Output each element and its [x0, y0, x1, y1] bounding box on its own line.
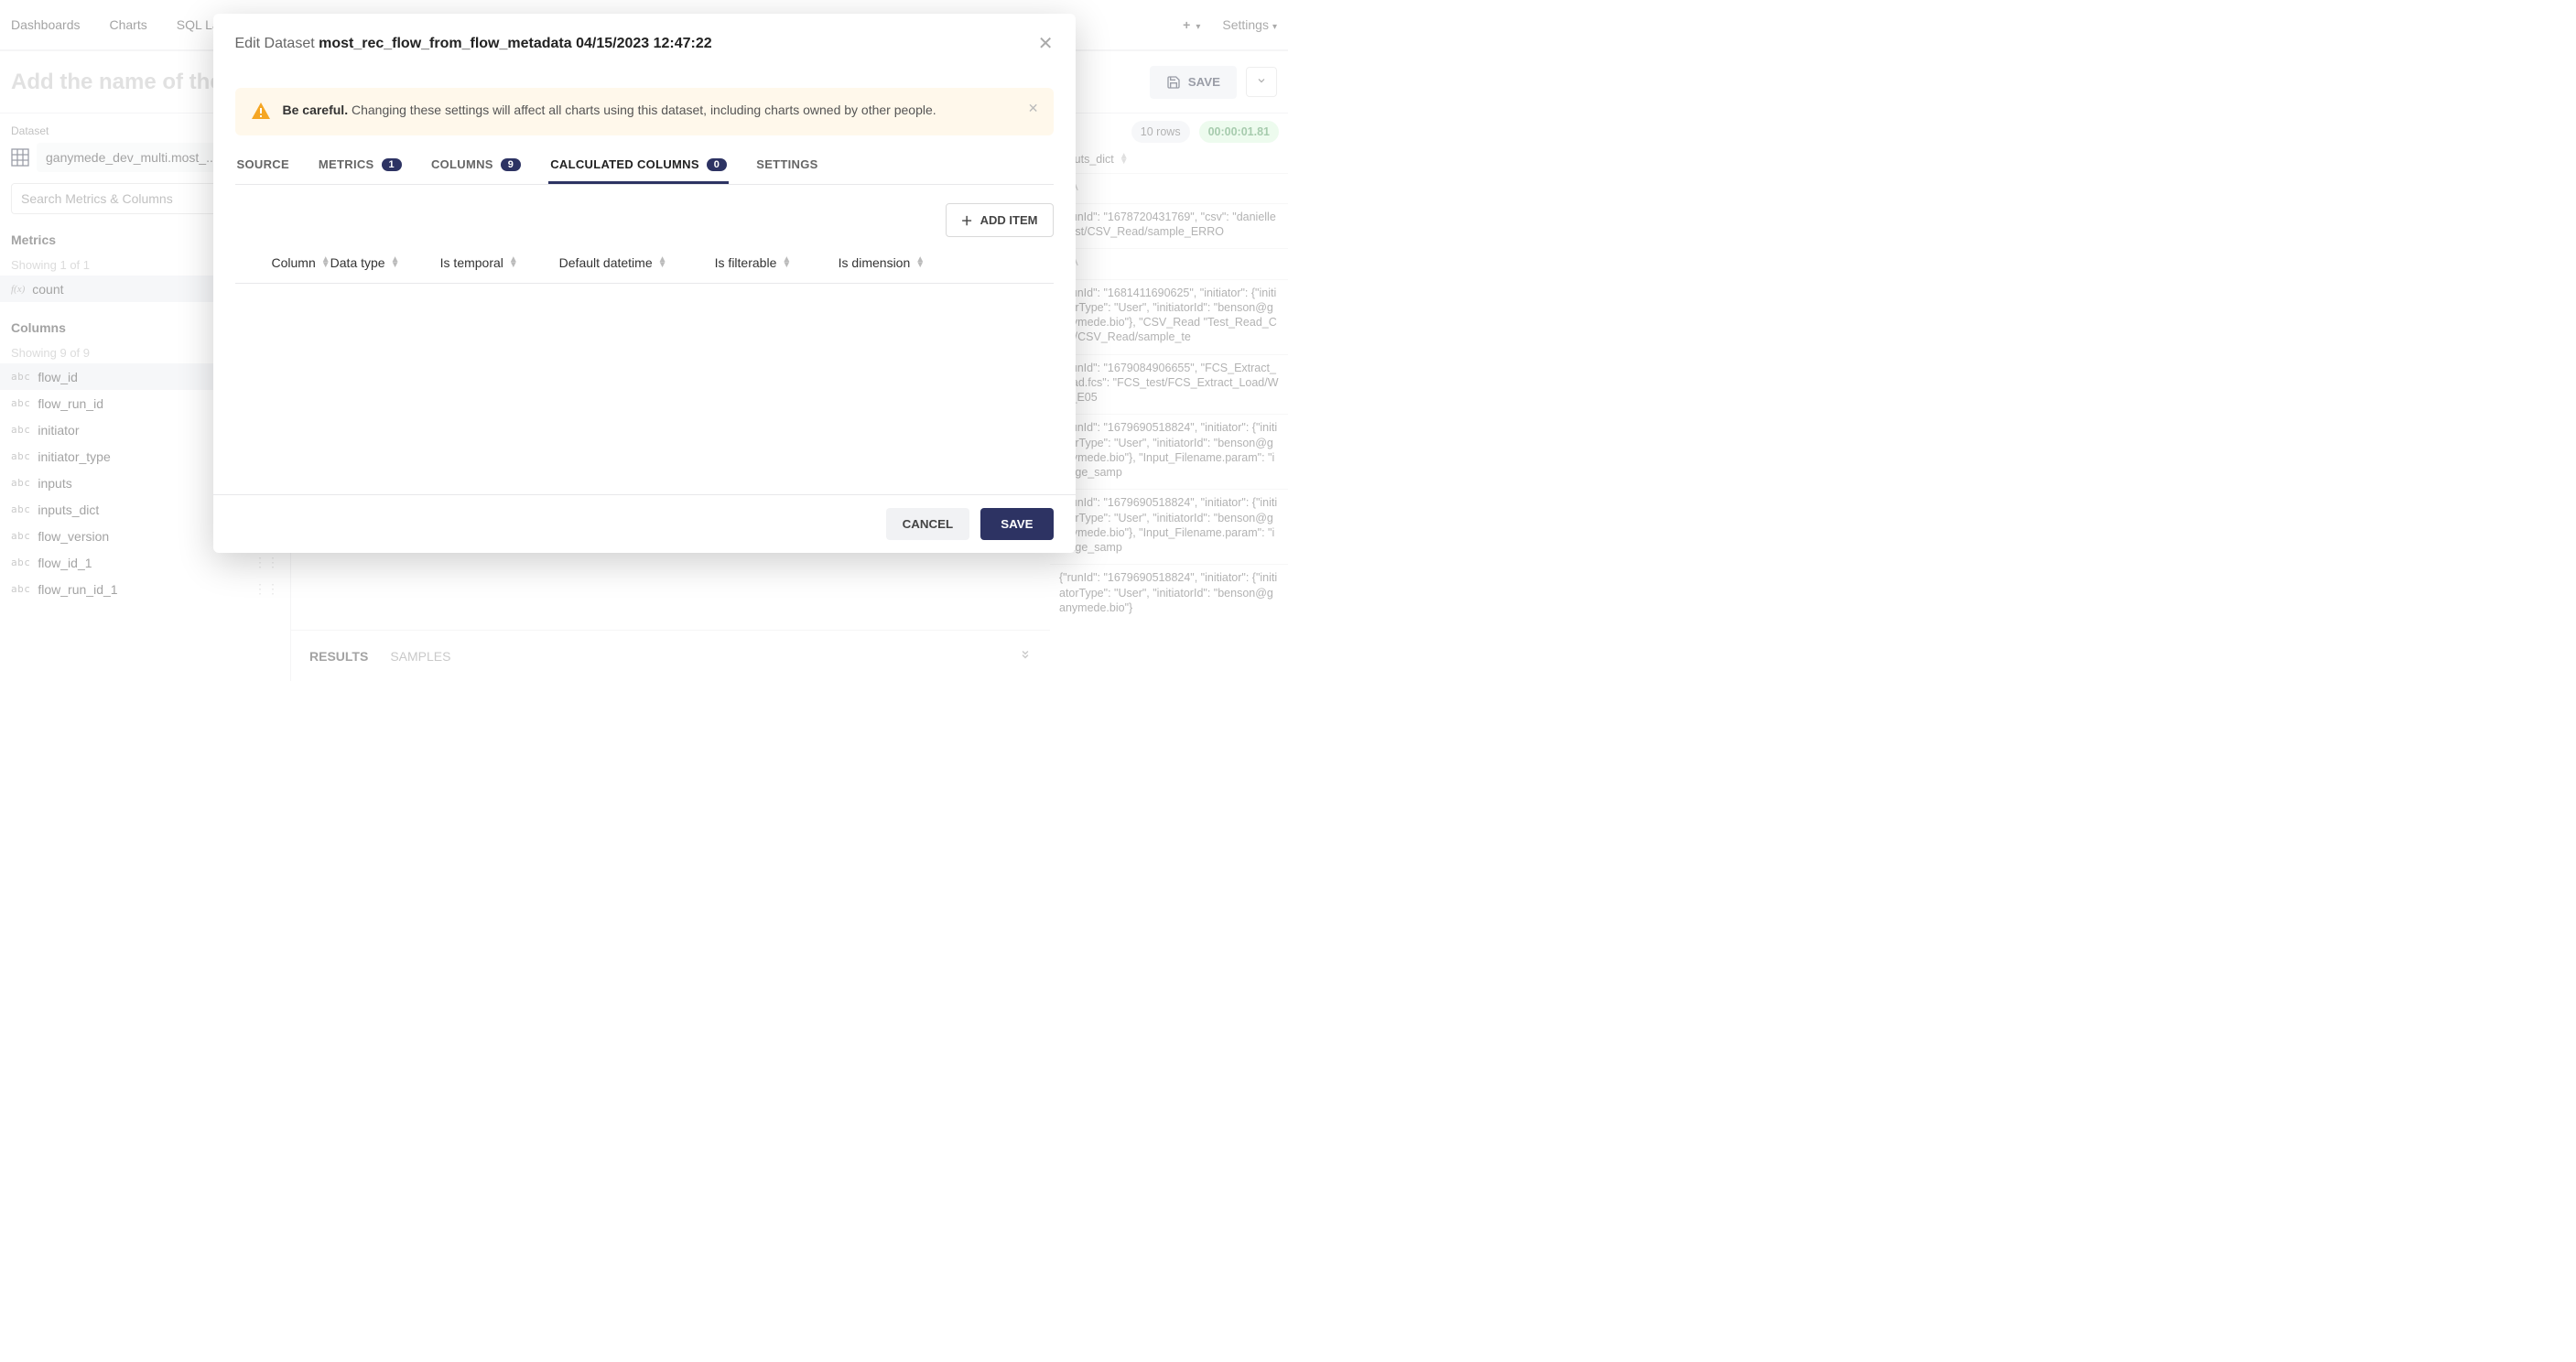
close-icon[interactable]: ✕ — [1038, 32, 1054, 55]
th-default-datetime[interactable]: Default datetime — [559, 255, 653, 270]
sort-icon[interactable]: ▲▼ — [782, 257, 791, 268]
tab-metrics[interactable]: METRICS 1 — [317, 148, 404, 184]
add-item-label: ADD ITEM — [980, 213, 1038, 227]
columns-count-badge: 9 — [501, 158, 521, 171]
edit-dataset-modal: Edit Dataset most_rec_flow_from_flow_met… — [213, 14, 1076, 553]
tab-columns[interactable]: COLUMNS 9 — [429, 148, 523, 184]
sort-icon[interactable]: ▲▼ — [391, 257, 400, 268]
metrics-count-badge: 1 — [382, 158, 402, 171]
plus-icon: ＋ — [961, 211, 973, 229]
modal-tabs: SOURCE METRICS 1 COLUMNS 9 CALCULATED COLU… — [235, 148, 1054, 185]
modal-title: most_rec_flow_from_flow_metadata 04/15/2… — [319, 36, 712, 51]
warning-icon — [250, 101, 272, 123]
sort-icon[interactable]: ▲▼ — [509, 257, 518, 268]
warning-text: Changing these settings will affect all … — [348, 103, 936, 117]
th-is-filterable[interactable]: Is filterable — [715, 255, 777, 270]
tab-source[interactable]: SOURCE — [235, 148, 291, 184]
warning-banner: Be careful. Changing these settings will… — [235, 88, 1054, 135]
modal-title-prefix: Edit Dataset — [235, 36, 319, 51]
th-is-dimension[interactable]: Is dimension — [839, 255, 911, 270]
sort-icon[interactable]: ▲▼ — [915, 257, 925, 268]
th-data-type[interactable]: Data type — [330, 255, 385, 270]
th-is-temporal[interactable]: Is temporal — [440, 255, 503, 270]
add-item-button[interactable]: ＋ ADD ITEM — [946, 203, 1054, 237]
save-button[interactable]: SAVE — [980, 508, 1053, 540]
calc-columns-table-header: Column▲▼ Data type▲▼ Is temporal▲▼ Defau… — [235, 255, 1054, 284]
tab-calculated-columns[interactable]: CALCULATED COLUMNS 0 — [548, 148, 729, 184]
tab-metrics-label: METRICS — [319, 157, 374, 171]
tab-columns-label: COLUMNS — [431, 157, 493, 171]
calc-count-badge: 0 — [707, 158, 727, 171]
tab-calc-label: CALCULATED COLUMNS — [550, 157, 699, 171]
sort-icon[interactable]: ▲▼ — [321, 257, 330, 268]
warning-dismiss-icon[interactable]: ✕ — [1028, 101, 1039, 116]
sort-icon[interactable]: ▲▼ — [658, 257, 667, 268]
tab-settings[interactable]: SETTINGS — [754, 148, 819, 184]
warning-strong: Be careful. — [283, 103, 349, 117]
th-column[interactable]: Column — [272, 255, 316, 270]
cancel-button[interactable]: CANCEL — [886, 508, 970, 540]
